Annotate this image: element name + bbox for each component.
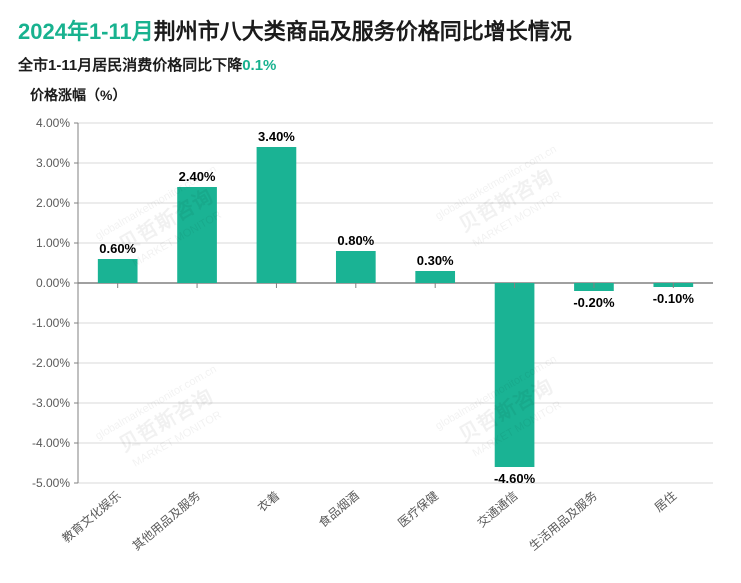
- bar: [415, 271, 455, 283]
- value-label: -0.10%: [653, 291, 695, 306]
- chart-title: 2024年1-11月荆州市八大类商品及服务价格同比增长情况: [18, 14, 723, 46]
- bar: [257, 147, 297, 283]
- value-label: 0.60%: [99, 241, 136, 256]
- subtitle-accent: 0.1%: [242, 57, 276, 74]
- bar: [98, 259, 138, 283]
- bar: [336, 251, 376, 283]
- y-tick-label: -3.00%: [32, 396, 70, 410]
- subtitle-main: 全市1-11月居民消费价格同比下降: [18, 57, 242, 74]
- y-tick-label: 3.00%: [36, 156, 70, 170]
- y-tick-label: -2.00%: [32, 356, 70, 370]
- y-tick-label: 1.00%: [36, 236, 70, 250]
- value-label: -0.20%: [573, 295, 615, 310]
- y-tick-label: 2.00%: [36, 196, 70, 210]
- y-tick-label: 4.00%: [36, 116, 70, 130]
- chart-subtitle: 全市1-11月居民消费价格同比下降0.1%: [18, 54, 723, 75]
- value-label: 0.80%: [337, 233, 374, 248]
- bar-chart: -5.00% -4.00% -3.00% -2.00% -1.00% 0.00% 1.00%…: [18, 113, 723, 573]
- x-tick-label: 其他用品及服务: [129, 488, 203, 553]
- value-label: -4.60%: [494, 471, 536, 486]
- x-tick-label: 食品烟酒: [315, 488, 361, 530]
- value-label: 0.30%: [417, 253, 454, 268]
- bar: [177, 187, 217, 283]
- x-tick-label: 生活用品及服务: [526, 488, 600, 553]
- value-label: 3.40%: [258, 129, 295, 144]
- y-axis-label: 价格涨幅（%）: [30, 85, 723, 105]
- y-tick-label: -5.00%: [32, 476, 70, 490]
- chart-area: -5.00% -4.00% -3.00% -2.00% -1.00% 0.00% 1.00%…: [18, 113, 723, 573]
- title-main: 荆州市八大类商品及服务价格同比增长情况: [154, 19, 572, 44]
- x-tick-label: 居住: [652, 489, 679, 515]
- bar: [495, 283, 535, 467]
- title-accent: 2024年1-11月: [18, 19, 154, 44]
- y-tick-label: -4.00%: [32, 436, 70, 450]
- x-tick-label: 医疗保健: [395, 489, 441, 531]
- y-tick-label: -1.00%: [32, 316, 70, 330]
- x-tick-label: 交通通信: [474, 488, 520, 530]
- x-tick-label: 衣着: [254, 488, 282, 515]
- value-label: 2.40%: [179, 169, 216, 184]
- y-tick-label: 0.00%: [36, 276, 70, 290]
- x-tick-label: 教育文化娱乐: [59, 488, 124, 546]
